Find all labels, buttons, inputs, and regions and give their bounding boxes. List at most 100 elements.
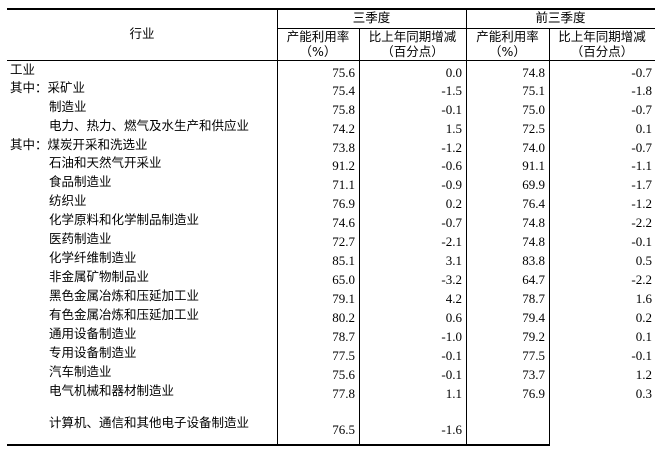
- cell-ytd-rate: 76.4: [522, 196, 545, 211]
- cell-q3-rate: 74.2: [332, 121, 355, 136]
- cell-q3-change: -2.1: [441, 234, 462, 249]
- cell-q3-rate: 78.7: [332, 329, 355, 344]
- cell-q3-change: 3.1: [445, 253, 462, 268]
- top-rule: [7, 8, 655, 10]
- row-label: 黑色金属冶炼和压延加工业: [49, 288, 200, 303]
- row-label: 医药制造业: [49, 231, 112, 246]
- column-divider: [466, 9, 467, 445]
- cell-q3-rate: 75.4: [332, 83, 355, 98]
- cell-ytd-change: -1.7: [631, 177, 652, 192]
- cell-q3-rate: 74.6: [332, 215, 355, 230]
- column-divider: [549, 28, 550, 445]
- cell-ytd-change: -0.7: [631, 140, 652, 155]
- cell-ytd-rate: 72.5: [522, 121, 545, 136]
- cell-ytd-change: 1.6: [635, 291, 652, 306]
- cell-ytd-change: -0.7: [631, 102, 652, 117]
- row-label: 汽车制造业: [49, 364, 112, 379]
- row-label: 计算机、通信和其他电子设备制造业: [49, 415, 250, 430]
- column-divider: [277, 9, 278, 445]
- cell-q3-change: -0.6: [441, 158, 462, 173]
- cell-q3-change: 0.6: [445, 310, 462, 325]
- header-industry: 行业: [129, 26, 155, 41]
- row-label: 石油和天然气开采业: [49, 155, 162, 170]
- cell-q3-change: -0.9: [441, 177, 462, 192]
- column-divider: [359, 28, 360, 445]
- header-rule: [7, 60, 655, 61]
- cell-ytd-rate: 64.7: [522, 272, 545, 287]
- cell-q3-rate: 72.7: [332, 234, 355, 249]
- cell-q3-change: -0.7: [441, 215, 462, 230]
- cell-ytd-change: 0.3: [635, 386, 652, 401]
- cell-q3-rate: 76.9: [332, 196, 355, 211]
- cell-q3-rate: 76.5: [332, 422, 355, 437]
- cell-q3-rate: 79.1: [332, 291, 355, 306]
- header-q3-change: 比上年同期增减: [368, 29, 457, 44]
- header-ytd-change: 比上年同期增减: [558, 29, 646, 44]
- cell-q3-change: -0.1: [441, 348, 462, 363]
- cell-q3-change: -0.1: [441, 367, 462, 382]
- cell-ytd-change: -1.1: [631, 158, 652, 173]
- cell-ytd-rate: 74.0: [522, 140, 545, 155]
- cell-ytd-rate: 74.8: [522, 215, 545, 230]
- cell-q3-rate: 75.8: [332, 102, 355, 117]
- cell-q3-change: 1.5: [445, 121, 462, 136]
- row-label: 化学原料和化学制品制造业: [49, 212, 200, 227]
- cell-q3-change: -1.5: [441, 83, 462, 98]
- cell-ytd-rate: 77.5: [522, 348, 545, 363]
- cell-q3-change: -3.2: [441, 272, 462, 287]
- row-label: 非金属矿物制品业: [49, 269, 150, 284]
- cell-q3-change: -1.6: [441, 422, 462, 437]
- bottom-rule: [7, 444, 550, 446]
- cell-q3-change: 4.2: [445, 291, 462, 306]
- cell-q3-rate: 73.8: [332, 140, 355, 155]
- cell-ytd-rate: 74.8: [522, 234, 545, 249]
- cell-ytd-rate: 74.8: [522, 65, 545, 80]
- row-label: 工业: [10, 62, 36, 77]
- cell-q3-change: -1.0: [441, 329, 462, 344]
- cell-ytd-rate: 79.2: [522, 329, 545, 344]
- row-label: 食品制造业: [49, 174, 112, 189]
- row-label: 化学纤维制造业: [49, 250, 137, 265]
- cell-ytd-change: 0.1: [635, 121, 652, 136]
- cell-ytd-rate: 79.4: [522, 310, 545, 325]
- header-q3-rate-unit: （%）: [299, 44, 337, 59]
- header-ytd-change-unit: （百分点）: [570, 44, 634, 59]
- cell-q3-rate: 77.5: [332, 348, 355, 363]
- cell-ytd-change: -2.2: [631, 215, 652, 230]
- cell-q3-change: -0.1: [441, 102, 462, 117]
- row-label: 制造业: [49, 99, 87, 114]
- cell-q3-rate: 80.2: [332, 310, 355, 325]
- cell-ytd-change: -1.2: [631, 196, 652, 211]
- row-label: 电力、热力、燃气及水生产和供应业: [49, 118, 250, 133]
- row-label: 有色金属冶炼和压延加工业: [49, 307, 200, 322]
- cell-q3-rate: 71.1: [332, 177, 355, 192]
- cell-ytd-rate: 78.7: [522, 291, 545, 306]
- header-q3-rate: 产能利用率: [286, 29, 350, 44]
- row-label: 纺织业: [49, 193, 87, 208]
- cell-ytd-change: 0.1: [635, 329, 652, 344]
- cell-q3-rate: 85.1: [332, 253, 355, 268]
- cell-q3-rate: 91.2: [332, 158, 355, 173]
- cell-ytd-change: -0.1: [631, 348, 652, 363]
- row-label: 其中：采矿业: [10, 80, 86, 95]
- cell-q3-change: 1.1: [445, 386, 462, 401]
- cell-ytd-rate: 73.7: [522, 367, 545, 382]
- cell-ytd-rate: 75.1: [522, 83, 545, 98]
- cell-ytd-change: -1.8: [631, 83, 652, 98]
- cell-ytd-change: 0.2: [635, 310, 652, 325]
- header-ytd-rate-unit: （%）: [489, 44, 526, 59]
- row-label: 电气机械和器材制造业: [49, 383, 175, 398]
- cell-q3-change: 0.0: [445, 65, 462, 80]
- cell-q3-rate: 65.0: [332, 272, 355, 287]
- cell-ytd-rate: 76.9: [522, 386, 545, 401]
- header-ytd-rate: 产能利用率: [476, 29, 539, 44]
- row-label: 专用设备制造业: [49, 345, 137, 360]
- cell-q3-change: 0.2: [445, 196, 462, 211]
- cell-ytd-rate: 69.9: [522, 177, 545, 192]
- cell-ytd-rate: 75.0: [522, 102, 545, 117]
- cell-q3-rate: 75.6: [332, 65, 355, 80]
- cell-ytd-change: 1.2: [635, 367, 652, 382]
- cell-ytd-change: -2.2: [631, 272, 652, 287]
- cell-ytd-change: -0.1: [631, 234, 652, 249]
